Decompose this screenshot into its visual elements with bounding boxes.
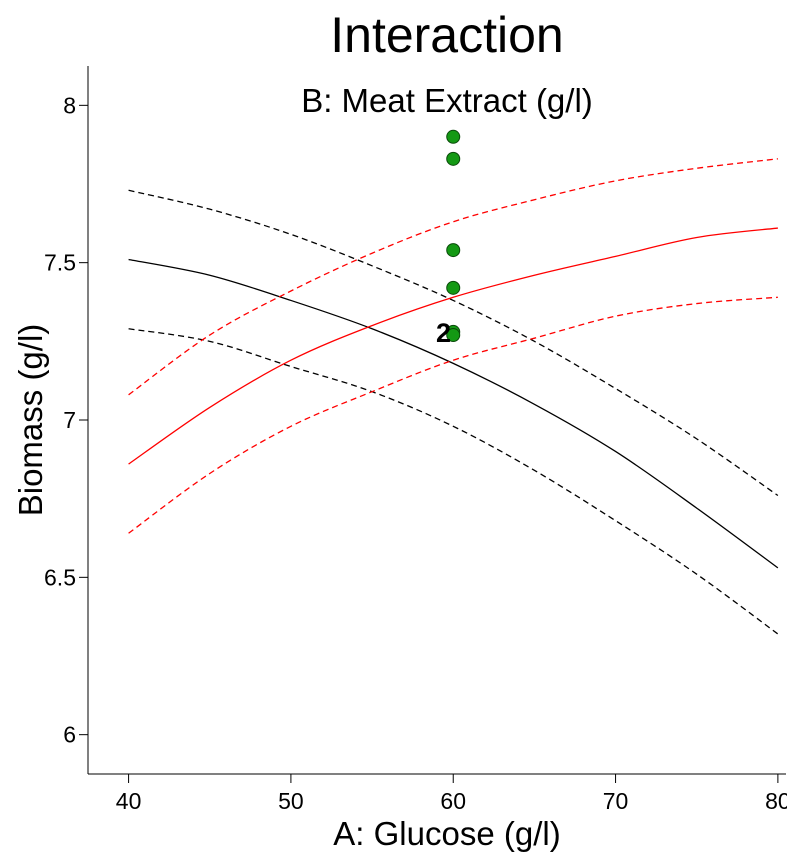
series-line-black-dashed-2: [128, 328, 779, 635]
x-tick-label: 80: [765, 788, 787, 814]
design-point: [446, 151, 461, 166]
series-line-red-dashed-4: [128, 158, 778, 396]
series-group: [128, 158, 779, 635]
x-tick-label: 50: [278, 788, 304, 814]
y-tick-label: 8: [63, 92, 76, 118]
chart-subtitle: B: Meat Extract (g/l): [301, 82, 593, 119]
series-line-red-dashed-5: [128, 296, 778, 534]
design-point: [446, 280, 461, 295]
points-group: [446, 129, 461, 343]
replicate-count-label: 2: [436, 318, 451, 348]
series-line-red-solid-3: [128, 227, 778, 465]
x-tick-label: 60: [440, 788, 466, 814]
chart-title: Interaction: [330, 7, 563, 63]
y-tick-label: 7: [63, 407, 76, 433]
y-tick-label: 6.5: [44, 564, 76, 590]
design-point: [446, 243, 461, 258]
x-tick-label: 70: [603, 788, 629, 814]
y-tick-label: 6: [63, 722, 76, 748]
series-line-black-solid-0: [128, 258, 779, 569]
y-tick-label: 7.5: [44, 250, 76, 276]
axes-group: [79, 66, 786, 783]
x-tick-label: 40: [116, 788, 142, 814]
design-point: [446, 129, 461, 144]
y-axis-label: Biomass (g/l): [12, 324, 49, 517]
text-group: 6 6.5 7 7.5 8 40 50 60 70 80 Interaction B: Meat Ex…: [12, 7, 787, 852]
x-axis-label: A: Glucose (g/l): [333, 815, 560, 852]
design-point: [446, 328, 461, 343]
series-line-black-dashed-1: [128, 189, 779, 497]
